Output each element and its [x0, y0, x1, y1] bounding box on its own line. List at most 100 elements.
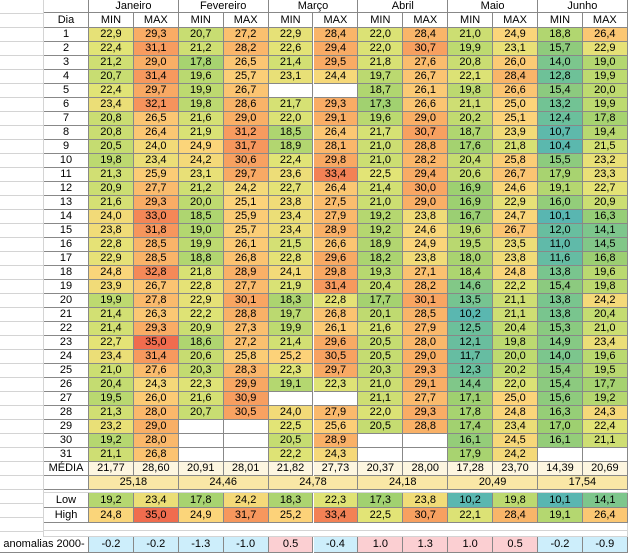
grid-cell [0, 476, 44, 490]
day-label: 6 [44, 98, 89, 112]
media-cell: 28,01 [223, 462, 269, 476]
high-cell: 22,5 [358, 508, 404, 523]
temp-cell [358, 448, 404, 462]
low-cell: 17,3 [358, 493, 404, 508]
temp-cell: 21,6 [358, 322, 404, 336]
temp-cell: 24,7 [493, 210, 538, 224]
temp-cell: 28,4 [493, 70, 538, 84]
temp-cell: 24,2 [223, 182, 269, 196]
temp-cell: 28,9 [223, 266, 269, 280]
temp-cell: 26,4 [133, 126, 179, 140]
temp-cell: 23,9 [493, 126, 538, 140]
anomalia-cell: -1.0 [223, 537, 269, 553]
temp-cell: 23,4 [582, 336, 628, 350]
temp-cell: 23,1 [493, 42, 538, 56]
grid-cell [0, 56, 44, 70]
low-cell: 10,2 [448, 493, 494, 508]
temp-cell: 17,7 [582, 378, 628, 392]
temp-cell: 26,6 [403, 98, 449, 112]
temp-cell: 25,9 [223, 210, 269, 224]
temp-cell: 23,2 [89, 420, 134, 434]
day-label: 28 [44, 406, 89, 420]
temp-cell: 14,0 [538, 56, 583, 70]
temp-cell: 28,5 [133, 238, 179, 252]
temp-cell [223, 420, 269, 434]
high-cell: 19,1 [538, 508, 583, 523]
day-label: 3 [44, 56, 89, 70]
temp-cell: 24,3 [313, 448, 359, 462]
temp-cell: 18,9 [358, 238, 404, 252]
low-cell: 10,1 [538, 493, 583, 508]
temp-cell: 14,0 [538, 350, 583, 364]
temp-cell: 24,9 [178, 140, 224, 154]
grid-cell [44, 523, 628, 531]
temp-cell: 19,2 [358, 210, 404, 224]
max-header: MAX [223, 13, 269, 28]
temp-cell: 24,8 [89, 266, 134, 280]
temp-cell: 31,4 [133, 350, 179, 364]
temp-cell: 21,0 [358, 154, 404, 168]
temp-cell: 14,4 [448, 378, 494, 392]
temp-cell: 23,1 [268, 70, 314, 84]
grid-cell [0, 266, 44, 280]
temp-cell: 23,6 [268, 168, 314, 182]
temp-cell: 17,1 [448, 392, 494, 406]
day-label: 15 [44, 224, 89, 238]
min-header: MIN [268, 13, 314, 28]
grid-cell [0, 350, 44, 364]
temp-cell: 19,9 [582, 70, 628, 84]
temp-cell: 27,7 [133, 182, 179, 196]
temp-cell: 15,6 [538, 392, 583, 406]
high-cell: 24,8 [89, 508, 134, 523]
day-label: 29 [44, 420, 89, 434]
temp-cell: 31,4 [133, 70, 179, 84]
average-cell: 24,78 [268, 476, 359, 490]
temp-cell: 20,0 [178, 196, 224, 210]
anomalia-cell: 0.5 [493, 537, 538, 553]
temp-cell: 21,0 [448, 28, 494, 42]
temp-cell: 23,8 [268, 196, 314, 210]
temp-cell: 25,7 [223, 70, 269, 84]
temp-cell: 14,1 [582, 224, 628, 238]
temp-cell: 19,2 [582, 392, 628, 406]
grid-cell [0, 126, 44, 140]
average-cell: 24,18 [358, 476, 449, 490]
temp-cell: 29,8 [313, 266, 359, 280]
anomalia-cell: 0.5 [268, 537, 314, 553]
day-label: 8 [44, 126, 89, 140]
temp-cell: 23,4 [89, 350, 134, 364]
temp-cell: 22,0 [358, 28, 404, 42]
temp-cell: 13,5 [448, 294, 494, 308]
day-label: 11 [44, 168, 89, 182]
high-cell: 25,2 [268, 508, 314, 523]
anomalia-cell: -0.2 [89, 537, 134, 553]
temp-cell [268, 84, 314, 98]
temp-cell: 26,6 [493, 84, 538, 98]
grid-cell [0, 294, 44, 308]
grid-cell [0, 14, 44, 28]
temp-cell: 21,6 [89, 196, 134, 210]
month-header: Março [268, 0, 359, 13]
temp-cell: 21,4 [89, 308, 134, 322]
temp-cell: 29,9 [223, 378, 269, 392]
temp-cell: 24,3 [133, 378, 179, 392]
temp-cell: 22,0 [493, 378, 538, 392]
temp-cell: 14,5 [582, 238, 628, 252]
max-header: MAX [582, 13, 628, 28]
temp-cell: 28,0 [133, 406, 179, 420]
temp-cell: 29,0 [403, 112, 449, 126]
temp-cell: 21,1 [493, 294, 538, 308]
media-cell: 21,77 [89, 462, 134, 476]
temp-cell [223, 448, 269, 462]
temp-cell: 32,8 [133, 266, 179, 280]
temp-cell: 22,0 [268, 112, 314, 126]
temp-cell [358, 434, 404, 448]
temp-cell: 21,0 [582, 322, 628, 336]
temp-cell: 26,7 [403, 70, 449, 84]
temp-cell: 22,9 [89, 252, 134, 266]
temp-cell: 24,0 [133, 140, 179, 154]
low-cell: 19,8 [493, 493, 538, 508]
temp-cell [313, 84, 359, 98]
temp-cell: 28,5 [133, 252, 179, 266]
